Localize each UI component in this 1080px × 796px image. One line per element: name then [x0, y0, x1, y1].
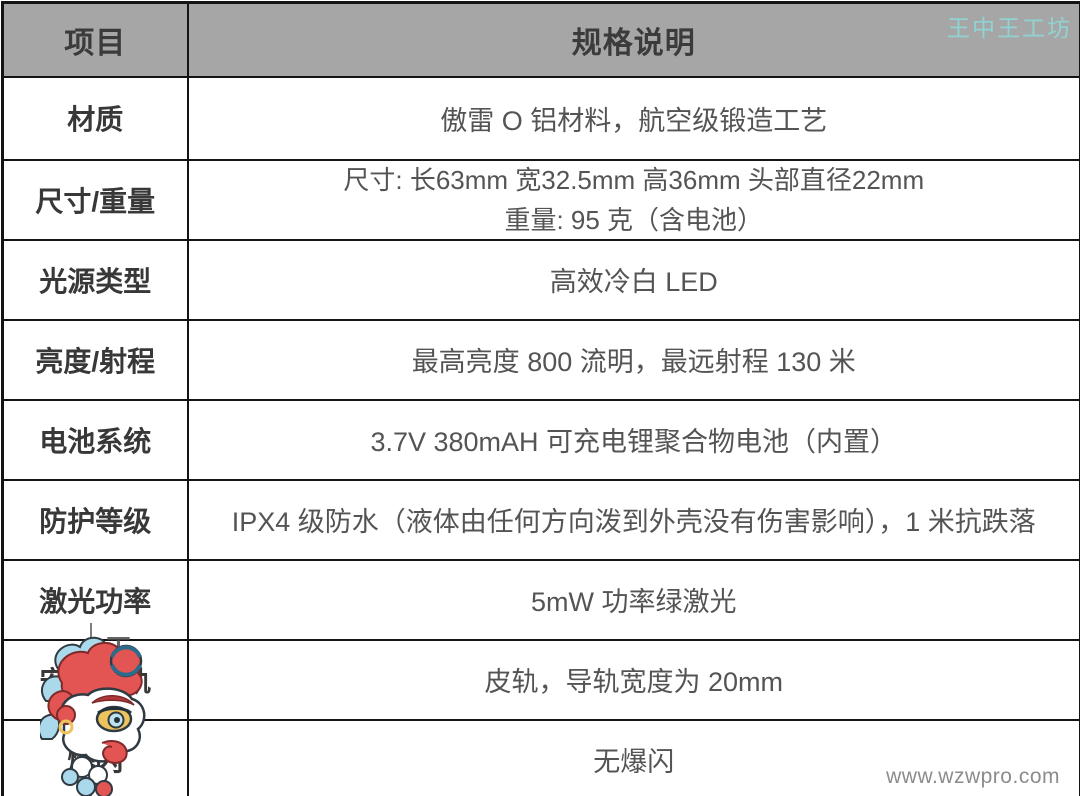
row-label-battery: 电池系统 — [1, 398, 189, 481]
size-line: 尺寸: 长63mm 宽32.5mm 高36mm 头部直径22mm — [343, 164, 925, 195]
header-spec-column: 规格说明 — [186, 1, 1080, 78]
table-row-rail: 安装导轨 皮轨，导轨宽度为 20mm — [1, 638, 1080, 721]
row-value-strobe: 无爆闪 — [186, 718, 1080, 796]
row-value-brightness: 最高亮度 800 流明，最远射程 130 米 — [186, 318, 1080, 401]
row-value-battery: 3.7V 380mAH 可充电锂聚合物电池（内置） — [186, 398, 1080, 481]
row-label-strobe: 爆闪 — [1, 718, 189, 796]
table-row-laser-power: 激光功率 5mW 功率绿激光 — [1, 558, 1080, 641]
row-label-protection: 防护等级 — [1, 478, 189, 561]
row-value-protection: IPX4 级防水（液体由任何方向泼到外壳没有伤害影响），1 米抗跌落 — [186, 478, 1080, 561]
weight-line: 重量: 95 克（含电池） — [504, 204, 764, 235]
row-label-material: 材质 — [1, 75, 189, 161]
row-label-rail: 安装导轨 — [1, 638, 189, 721]
table-row-size-weight: 尺寸/重量 尺寸: 长63mm 宽32.5mm 高36mm 头部直径22mm 重… — [1, 158, 1080, 241]
row-value-light-source: 高效冷白 LED — [186, 238, 1080, 321]
row-label-brightness: 亮度/射程 — [1, 318, 189, 401]
table-row-battery: 电池系统 3.7V 380mAH 可充电锂聚合物电池（内置） — [1, 398, 1080, 481]
row-value-size-weight: 尺寸: 长63mm 宽32.5mm 高36mm 头部直径22mm 重量: 95 … — [186, 158, 1080, 241]
table-header-row: 项目 规格说明 — [1, 1, 1080, 78]
row-value-material: 傲雷 O 铝材料，航空级锻造工艺 — [186, 75, 1080, 161]
table-row-strobe: 爆闪 无爆闪 — [1, 718, 1080, 796]
table-row-brightness: 亮度/射程 最高亮度 800 流明，最远射程 130 米 — [1, 318, 1080, 401]
row-value-laser-power: 5mW 功率绿激光 — [186, 558, 1080, 641]
row-value-rail: 皮轨，导轨宽度为 20mm — [186, 638, 1080, 721]
row-label-size-weight: 尺寸/重量 — [1, 158, 189, 241]
header-item-column: 项目 — [1, 1, 189, 78]
row-label-light-source: 光源类型 — [1, 238, 189, 321]
table-row-material: 材质 傲雷 O 铝材料，航空级锻造工艺 — [1, 75, 1080, 161]
table-row-protection: 防护等级 IPX4 级防水（液体由任何方向泼到外壳没有伤害影响），1 米抗跌落 — [1, 478, 1080, 561]
row-label-laser-power: 激光功率 — [1, 558, 189, 641]
table-row-light-source: 光源类型 高效冷白 LED — [1, 238, 1080, 321]
